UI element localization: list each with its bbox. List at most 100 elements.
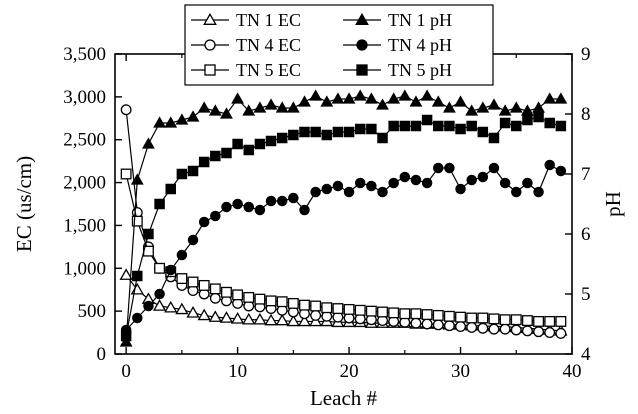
data-point-tn-5-ph: [399, 120, 411, 132]
data-point-tn-5-ec: [131, 215, 143, 227]
data-point-tn-4-ph: [522, 177, 533, 189]
data-point-tn-4-ph: [299, 204, 310, 216]
data-point-tn-1-ph: [142, 137, 155, 149]
data-point-tn-5-ph: [210, 150, 221, 162]
legend-marker: [204, 39, 216, 51]
y2-tick-label: 5: [581, 284, 591, 305]
data-point-tn-5-ec: [443, 310, 455, 322]
data-point-tn-1-ph: [431, 95, 445, 107]
data-point-tn-4-ph: [533, 186, 544, 198]
data-point-tn-1-ec: [175, 302, 189, 315]
data-point-tn-5-ec: [477, 312, 489, 324]
data-point-tn-5-ph: [432, 120, 444, 132]
data-point-tn-1-ph: [164, 116, 178, 128]
series-tn-1-ph: [119, 89, 568, 347]
data-point-tn-1-ec: [275, 313, 289, 326]
data-point-tn-5-ec: [221, 286, 232, 298]
legend-label: TN 5 EC: [236, 60, 301, 80]
data-point-tn-1-ec: [152, 299, 167, 311]
data-point-tn-5-ph: [488, 132, 500, 144]
y-tick-label: 3,500: [63, 44, 106, 65]
data-point-tn-5-ph: [288, 129, 299, 141]
data-point-tn-4-ph: [132, 312, 143, 324]
series-tn-4-ph: [120, 159, 567, 336]
data-point-tn-4-ec: [466, 321, 478, 333]
data-point-tn-4-ec: [120, 104, 132, 116]
series-line-tn-5-ph: [125, 116, 562, 337]
data-point-tn-4-ph: [399, 171, 411, 183]
data-point-tn-1-ec: [186, 306, 200, 318]
data-point-tn-4-ph: [544, 159, 555, 171]
data-point-tn-4-ph: [466, 174, 477, 186]
data-point-tn-4-ph: [366, 180, 377, 192]
legend-label: TN 4 pH: [388, 35, 452, 55]
data-point-tn-1-ec: [264, 313, 278, 326]
data-point-tn-5-ph: [143, 228, 154, 240]
data-point-tn-1-ph: [442, 101, 456, 113]
data-point-tn-1-ph: [353, 89, 367, 101]
data-point-tn-5-ph: [120, 330, 132, 342]
series-line-tn-1-ec: [125, 274, 561, 332]
data-point-tn-4-ph: [221, 201, 232, 213]
data-point-tn-4-ph: [555, 165, 567, 177]
data-point-tn-1-ph: [286, 101, 300, 113]
y2-tick-label: 4: [581, 344, 591, 365]
data-point-tn-5-ec: [365, 305, 377, 317]
data-point-tn-5-ph: [477, 126, 489, 138]
data-point-tn-1-ec: [219, 311, 234, 323]
data-point-tn-4-ph: [210, 210, 221, 222]
data-point-tn-5-ph: [354, 123, 366, 135]
data-point-tn-1-ph: [320, 95, 334, 107]
data-point-tn-5-ec: [120, 168, 132, 180]
data-point-tn-1-ph: [231, 92, 245, 104]
data-point-tn-5-ec: [232, 289, 244, 301]
data-point-tn-4-ph: [276, 195, 288, 207]
data-point-tn-5-ph: [321, 129, 333, 141]
data-point-tn-4-ph: [265, 195, 277, 207]
y-tick-label: 0: [97, 344, 107, 365]
data-point-tn-1-ec: [164, 300, 178, 313]
data-point-tn-1-ph: [175, 113, 189, 125]
data-point-tn-5-ph: [254, 138, 266, 150]
data-point-tn-4-ec: [310, 309, 322, 321]
data-point-tn-4-ph: [421, 177, 433, 189]
data-point-tn-4-ec: [477, 322, 489, 334]
data-point-tn-1-ph: [376, 98, 389, 110]
data-point-tn-5-ph: [466, 120, 477, 132]
data-point-tn-5-ph: [555, 120, 567, 132]
x-axis-title: Leach #: [310, 386, 378, 410]
data-point-tn-1-ph: [186, 110, 200, 122]
data-point-tn-5-ph: [276, 132, 288, 144]
ticks: 0 10 20 30 40 0 500 1,000 1,500 2,000 2,500 3,000 3,…: [63, 44, 591, 382]
data-point-tn-5-ec: [521, 315, 533, 327]
data-point-tn-4-ph: [343, 186, 355, 198]
data-point-tn-4-ec: [521, 325, 533, 337]
data-point-tn-5-ph: [299, 126, 310, 138]
data-point-tn-5-ph: [310, 126, 321, 138]
data-point-tn-5-ph: [165, 183, 176, 195]
data-point-tn-5-ph: [511, 120, 522, 132]
legend-item-tn-5-ph: TN 5 pH: [343, 60, 452, 80]
data-point-tn-5-ph: [332, 126, 344, 138]
legend-item-tn-5-ec: TN 5 EC: [191, 60, 301, 80]
data-point-tn-5-ph: [410, 120, 422, 132]
data-point-tn-4-ph: [410, 174, 422, 186]
data-point-tn-4-ph: [243, 201, 255, 213]
data-point-tn-1-ph: [498, 104, 512, 116]
data-point-tn-5-ec: [421, 309, 433, 321]
data-point-tn-4-ec: [455, 321, 466, 333]
data-point-tn-4-ec: [432, 319, 444, 331]
series-tn-5-ph: [120, 111, 567, 342]
data-point-tn-5-ph: [243, 144, 255, 156]
x-tick-label: 30: [451, 361, 470, 382]
data-point-tn-4-ph: [165, 264, 176, 276]
data-point-tn-1-ec: [297, 314, 312, 327]
legend-marker: [203, 12, 217, 25]
data-point-tn-4-ph: [477, 171, 489, 183]
data-point-tn-5-ph: [198, 156, 210, 168]
data-point-tn-1-ph: [242, 104, 256, 116]
data-point-tn-5-ph: [377, 132, 388, 144]
data-point-tn-1-ph: [364, 92, 378, 104]
data-point-tn-5-ec: [321, 302, 333, 314]
series-line-tn-4-ec: [125, 109, 561, 335]
